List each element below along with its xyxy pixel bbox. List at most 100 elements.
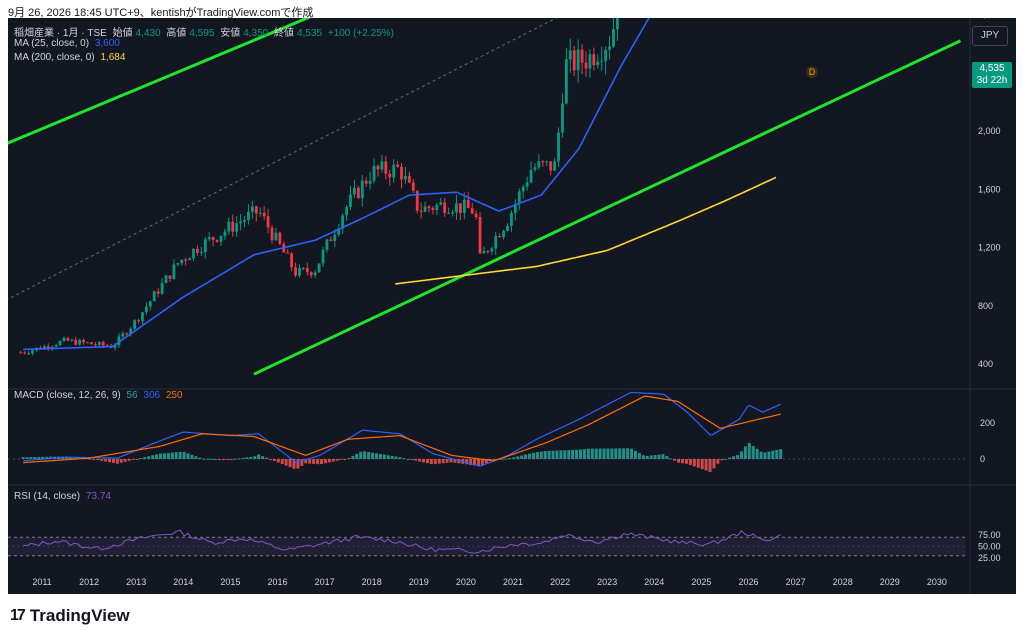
candle-body [31, 350, 34, 354]
macd-line [23, 391, 781, 467]
candle-body [70, 339, 74, 341]
macd-histogram-bar [512, 457, 516, 459]
rsi-band-fill [8, 537, 966, 556]
x-tick-label: 2021 [503, 577, 523, 587]
macd-histogram-bar [335, 459, 339, 461]
candle-body [250, 206, 254, 212]
macd-histogram-bar [304, 459, 308, 464]
close-label: 終値 [274, 28, 295, 39]
candle-body [576, 49, 580, 71]
candle-body [384, 161, 388, 174]
macd-histogram-bar [178, 451, 182, 459]
last-price-value: 4,535 [979, 63, 1005, 74]
macd-histogram-bar [68, 456, 72, 459]
macd-histogram-bar [402, 458, 406, 460]
legend-ma200[interactable]: MA (200, close, 0) 1,684 [14, 52, 128, 63]
candle-body [211, 237, 215, 240]
macd-histogram-bar [633, 450, 637, 459]
macd-histogram-bar [751, 445, 755, 459]
candle-body [113, 345, 117, 348]
candle-body [54, 345, 58, 347]
macd-histogram-bar [465, 459, 469, 465]
candle-body [317, 263, 321, 273]
candle-body [494, 236, 498, 249]
macd-histogram-bar [684, 459, 688, 464]
macd-tick-label: 0 [980, 454, 985, 464]
macd-histogram-bar [473, 459, 477, 466]
candle-body [247, 211, 250, 221]
x-tick-label: 2023 [597, 577, 617, 587]
macd-histogram-bar [327, 459, 331, 463]
macd-histogram-bar [104, 459, 108, 462]
macd-histogram-bar [316, 459, 320, 465]
candle-body [219, 235, 223, 242]
currency-button[interactable]: JPY [972, 26, 1008, 46]
candle-body [137, 320, 140, 322]
candle-body [360, 180, 364, 199]
macd-histogram-bar [308, 459, 312, 464]
candle-body [325, 239, 329, 250]
candle-body [545, 161, 549, 163]
x-tick-label: 2011 [32, 577, 51, 587]
x-tick-label: 2013 [126, 577, 146, 587]
candle-body [486, 251, 490, 253]
x-tick-label: 2028 [833, 577, 853, 587]
candle-body [533, 167, 537, 170]
candle-body [502, 230, 505, 238]
candle-body [478, 217, 482, 254]
chart-canvas[interactable]: 4008001,2001,6002,0002,4002,8003,2003,60… [8, 18, 1016, 594]
macd-histogram-bar [202, 458, 206, 460]
macd-histogram-bar [198, 457, 202, 459]
x-tick-label: 2025 [691, 577, 711, 587]
macd-histogram-bar [245, 457, 249, 459]
macd-histogram-bar [359, 451, 363, 459]
legend-rsi[interactable]: RSI (14, close) 73.74 [14, 491, 114, 502]
legend-macd[interactable]: MACD (close, 12, 26, 9) 56 306 250 [14, 390, 186, 401]
candle-body [568, 50, 572, 60]
macd-histogram-bar [586, 448, 590, 459]
legend-ma25[interactable]: MA (25, close, 0) 3,600 [14, 38, 123, 49]
candle-body [176, 263, 180, 265]
macd-histogram-bar [645, 455, 649, 459]
candle-body [278, 232, 282, 244]
candle-body [160, 282, 164, 294]
candle-body [459, 203, 462, 214]
macd-histogram-bar [630, 448, 634, 459]
macd-histogram-bar [743, 446, 747, 459]
macd-histogram-bar [312, 459, 316, 464]
macd-histogram-bar [736, 455, 740, 459]
change-value: +100 (+2.25%) [327, 28, 394, 39]
candle-body [305, 268, 309, 273]
price-tick-label: 2,800 [978, 18, 1001, 20]
candle-body [188, 258, 191, 261]
high-value: 4,595 [189, 28, 215, 39]
macd-histogram-bar [288, 459, 292, 468]
candle-body [152, 291, 156, 302]
x-tick-label: 2030 [927, 577, 947, 587]
macd-histogram-bar [139, 458, 143, 460]
candle-body [258, 212, 262, 214]
macd-histogram-bar [728, 457, 732, 459]
candle-body [439, 202, 443, 205]
candle-body [498, 236, 502, 238]
macd-histogram-bar [637, 453, 641, 459]
candle-body [372, 165, 376, 181]
candle-body [266, 216, 270, 228]
candle-body [168, 275, 172, 279]
candle-body [612, 29, 615, 47]
dividend-badge[interactable]: D [806, 66, 818, 78]
macd-histogram-bar [221, 459, 225, 460]
chart-area[interactable]: 4008001,2001,6002,0002,4002,8003,2003,60… [8, 18, 1016, 594]
symbol-name[interactable]: 稲畑産業 · 1月 · TSE [14, 28, 107, 39]
candle-body [207, 237, 211, 240]
macd-histogram-bar [622, 448, 626, 459]
macd-histogram-bar [225, 459, 229, 460]
candle-body [82, 339, 86, 343]
macd-histogram-bar [276, 459, 280, 463]
candle-body [431, 208, 435, 211]
macd-histogram-bar [367, 452, 371, 459]
candle-body [521, 186, 525, 192]
rsi-tick-label: 25.00 [978, 553, 1001, 563]
candle-body [321, 249, 325, 264]
low-label: 安値 [220, 28, 241, 39]
